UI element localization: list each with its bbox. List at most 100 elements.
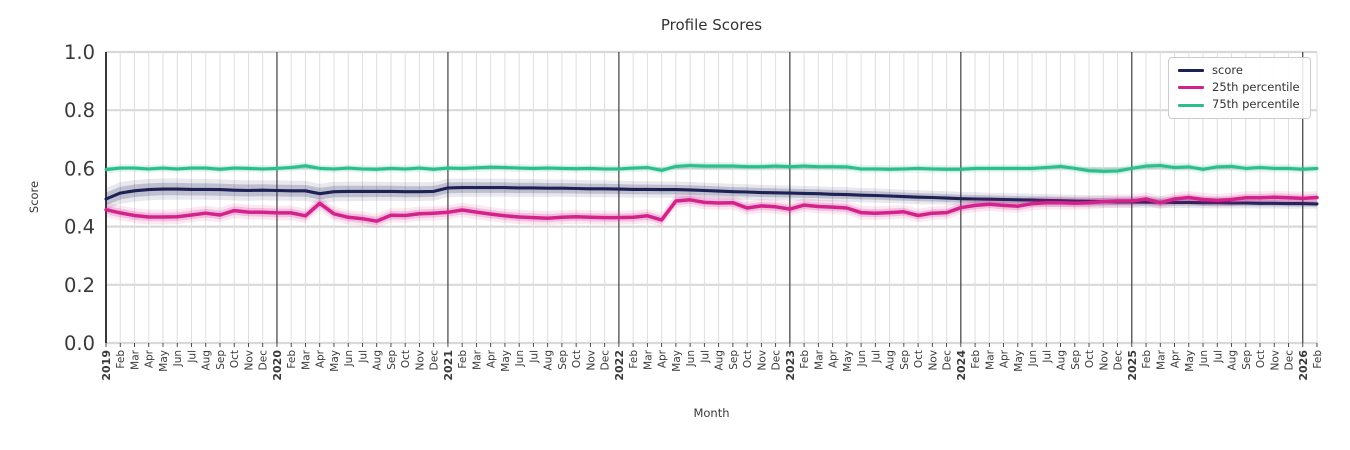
x-tick-label: Apr [999,349,1011,368]
x-tick-label: Oct [913,350,925,368]
x-tick-label: Jun [685,350,697,367]
x-tick-label: Nov [585,350,597,371]
band-outer-75th-percentile [106,161,1317,176]
x-tick-label: 2026 [1297,350,1310,381]
x-tick-label: Oct [229,350,241,368]
x-tick-label: Jun [1027,350,1039,367]
legend-item-25th-percentile: 25th percentile [1178,80,1300,95]
legend: score 25th percentile 75th percentile [1168,57,1311,119]
x-tick-label: Apr [315,349,327,368]
x-tick-label: Aug [372,350,384,371]
legend-label: score [1212,63,1243,77]
x-tick-label: Oct [1084,350,1096,368]
x-tick-label: Mar [1155,349,1167,369]
x-tick-label: Apr [828,349,840,368]
x-tick-label: May [500,350,512,372]
x-tick-label: Apr [1170,349,1182,368]
x-tick-label: Aug [885,350,897,371]
x-tick-label: Mar [300,349,312,369]
x-tick-label: Feb [799,350,811,369]
x-tick-label: Sep [215,350,227,370]
x-tick-label: May [329,350,341,372]
x-tick-label: Apr [486,349,498,368]
x-tick-label: Dec [942,350,954,371]
x-tick-label: Jun [1198,350,1210,367]
band-inner-25th-percentile [106,193,1317,226]
x-tick-label: Sep [728,350,740,370]
x-tick-label: Jun [172,350,184,367]
x-tick-label: Aug [1056,350,1068,371]
x-tick-label: Dec [429,350,441,371]
x-tick-label: Mar [129,349,141,369]
x-tick-label: Feb [970,350,982,369]
x-tick-label: Jul [699,350,711,364]
y-tick-label: 0.2 [64,274,95,297]
chart-title: Profile Scores [660,16,763,34]
x-tick-label: Feb [1312,350,1324,369]
x-tick-label: Nov [414,350,426,371]
x-tick-label: Mar [984,349,996,369]
x-tick-label: 2022 [613,350,626,381]
x-tick-label: 2025 [1126,350,1139,381]
legend-label: 75th percentile [1212,97,1300,112]
band-inner-75th-percentile [106,162,1317,174]
x-tick-label: Jul [186,350,198,364]
x-tick-label: Nov [1098,350,1110,371]
x-tick-label: Jul [870,350,882,364]
band-outer-score [106,178,1317,210]
x-tick-label: Jul [528,350,540,364]
x-tick-label: Jun [514,350,526,367]
x-tick-label: Jul [1041,350,1053,364]
x-tick-label: Dec [1113,350,1125,371]
x-tick-label: May [671,350,683,372]
x-tick-label: Jul [357,350,369,364]
x-tick-label: Apr [657,349,669,368]
series-line-25th-percentile [104,195,1319,223]
x-tick-label: Jun [856,350,868,367]
x-tick-label: Apr [144,349,156,368]
y-tick-label: 0.0 [64,332,95,355]
x-tick-label: Nov [927,350,939,371]
x-tick-label: 2019 [100,350,113,381]
x-tick-label: Oct [742,350,754,368]
x-tick-label: Dec [600,350,612,371]
x-tick-label: Sep [1070,350,1082,370]
x-tick-label: May [1013,350,1025,372]
legend-item-75th-percentile: 75th percentile [1178,98,1300,111]
x-tick-label: Nov [1269,350,1281,371]
x-tick-label: Nov [756,350,768,371]
x-tick-label: 2020 [271,350,284,381]
y-tick-label: 1.0 [64,41,95,64]
x-tick-label: May [842,350,854,372]
x-tick-label: Jul [1212,350,1224,364]
x-tick-label: Aug [543,350,555,371]
y-tick-label: 0.8 [64,99,95,122]
y-tick-label: 0.4 [64,216,95,239]
x-tick-label: Nov [243,350,255,371]
series-line-75th-percentile [104,163,1319,173]
x-tick-label: Aug [1227,350,1239,371]
x-tick-label: Mar [471,349,483,369]
legend-item-score: score [1178,63,1300,77]
x-tick-label: Aug [714,350,726,371]
x-tick-label: May [158,350,170,372]
x-tick-label: Feb [628,350,640,369]
x-tick-label: Dec [771,350,783,371]
x-tick-label: Mar [813,349,825,369]
x-tick-label: Oct [1255,350,1267,368]
x-tick-label: Sep [557,350,569,370]
x-tick-label: Mar [642,349,654,369]
x-tick-label: Oct [400,350,412,368]
x-tick-label: Dec [1284,350,1296,371]
x-tick-label: Sep [1241,350,1253,370]
x-tick-label: Feb [286,350,298,369]
band-outer-25th-percentile [106,190,1317,229]
x-tick-label: Aug [201,350,213,371]
legend-label: 25th percentile [1212,80,1300,95]
y-tick-label: 0.6 [64,157,95,180]
x-tick-label: 2024 [955,350,968,381]
x-axis-label: Month [693,406,730,420]
x-tick-label: Feb [457,350,469,369]
